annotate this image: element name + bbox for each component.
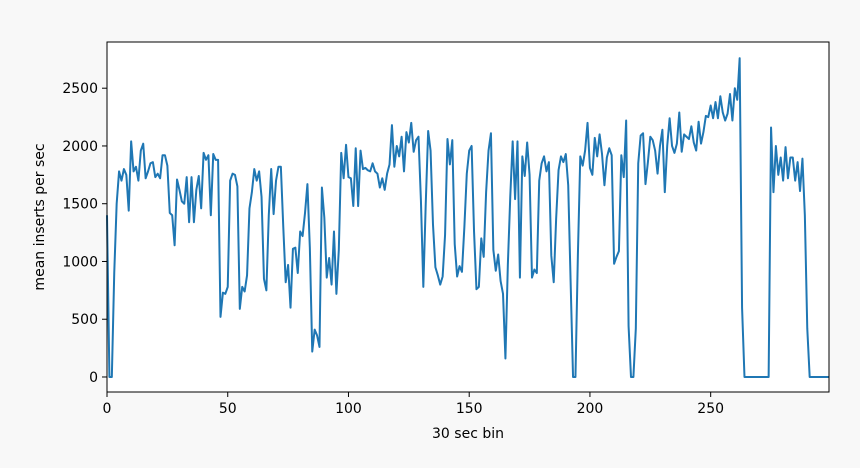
x-tick-label: 50 [219,401,237,417]
plot-area [107,42,829,392]
x-tick-label: 100 [335,401,362,417]
y-tick-label: 1000 [62,254,98,270]
x-tick-label: 200 [577,401,604,417]
x-tick-label: 0 [103,401,112,417]
y-tick-label: 1500 [62,197,98,213]
x-tick-label: 250 [697,401,724,417]
data-line [107,58,829,377]
y-axis-label: mean inserts per sec [32,143,48,290]
y-tick-label: 2500 [62,81,98,97]
x-axis-label: 30 sec bin [432,426,504,442]
y-tick-label: 500 [71,312,98,328]
y-tick-label: 0 [89,370,98,386]
plot-frame [106,41,830,393]
x-tick-label: 150 [456,401,483,417]
y-tick-label: 2000 [62,139,98,155]
